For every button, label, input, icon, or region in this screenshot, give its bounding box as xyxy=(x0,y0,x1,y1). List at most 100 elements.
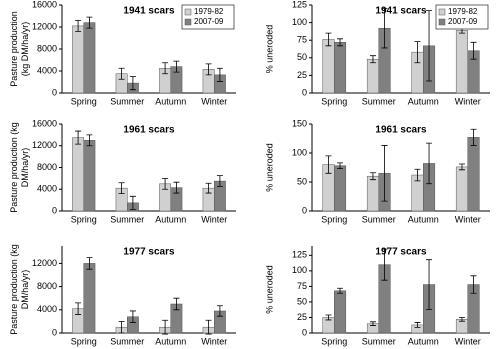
chart-panel: 0 4000 8000 12000 Spring Summer Autumn Winter 19… xyxy=(9,244,236,346)
error-bar xyxy=(337,287,344,294)
x-tick-label: Spring xyxy=(321,214,347,224)
x-tick-label: Autumn xyxy=(155,214,186,224)
y-tick-label: 125 xyxy=(292,0,307,9)
x-tick-label: Autumn xyxy=(155,96,186,106)
x-tick-label: Summer xyxy=(362,96,396,106)
chart-panel: 0 4000 8000 12000 16000 Spring Summer Autumn Win… xyxy=(9,118,236,224)
error-bar xyxy=(205,319,212,335)
y-tick-label: 50 xyxy=(297,176,307,186)
legend-label: 2007-09 xyxy=(194,17,224,26)
bar xyxy=(366,175,379,212)
legend-label: 2007-09 xyxy=(448,17,478,26)
error-bar xyxy=(414,322,421,328)
legend-swatch xyxy=(184,18,192,26)
y-tick-label: 4000 xyxy=(37,65,57,75)
chart-title: 1961 scars xyxy=(375,125,427,136)
error-bar xyxy=(118,67,125,80)
y-tick-label: 25 xyxy=(297,312,307,322)
chart-panel: 0 4000 8000 12000 16000 Spring Summer Autumn Win… xyxy=(9,0,236,106)
error-bar xyxy=(470,128,477,146)
legend-label: 1979-82 xyxy=(194,7,224,16)
error-bar xyxy=(426,142,433,185)
bar xyxy=(334,42,347,94)
error-bar xyxy=(381,145,388,202)
error-bar xyxy=(86,134,93,147)
x-tick-label: Autumn xyxy=(155,336,186,346)
chart-panel: 0 50 100 150 Spring Summer Autumn Winter 1961 sc… xyxy=(264,118,490,224)
y-tick-label: 0 xyxy=(52,205,57,215)
x-tick-label: Summer xyxy=(110,214,144,224)
y-tick-label: 150 xyxy=(292,118,307,128)
y-axis-label: Pasture production (kg xyxy=(9,244,19,335)
x-tick-label: Summer xyxy=(110,336,144,346)
y-tick-label: 75 xyxy=(297,281,307,291)
y-axis-label: (kg DM/ha/yr) xyxy=(20,22,30,77)
y-axis-label: % uneroded xyxy=(264,265,274,314)
error-bar xyxy=(426,10,433,82)
x-tick-label: Autumn xyxy=(408,336,439,346)
error-bar xyxy=(325,32,332,47)
error-bar xyxy=(216,67,223,82)
error-bar xyxy=(173,181,180,194)
error-bar xyxy=(381,248,388,281)
y-tick-label: 100 xyxy=(292,17,307,27)
y-axis-label: % uneroded xyxy=(264,25,274,74)
x-tick-label: Spring xyxy=(71,336,97,346)
error-bar xyxy=(470,41,477,60)
error-bar xyxy=(414,168,421,182)
error-bar xyxy=(205,182,212,194)
error-bar xyxy=(458,317,465,322)
x-tick-label: Spring xyxy=(71,214,97,224)
y-tick-label: 75 xyxy=(297,35,307,45)
chart-title: 1941 scars xyxy=(375,6,427,17)
y-tick-label: 8000 xyxy=(37,43,57,53)
error-bar xyxy=(381,8,388,49)
error-bar xyxy=(118,321,125,334)
chart-panel: 0 25 50 75 100 125 Spring Summer Autumn Winter 197… xyxy=(264,246,490,346)
x-tick-label: Spring xyxy=(321,336,347,346)
bar xyxy=(467,137,480,212)
error-bar xyxy=(369,321,376,326)
y-tick-label: 8000 xyxy=(37,281,57,291)
bar xyxy=(72,25,85,94)
chart-title: 1961 scars xyxy=(123,125,175,136)
x-tick-label: Autumn xyxy=(408,96,439,106)
error-bar xyxy=(129,195,136,210)
y-tick-label: 50 xyxy=(297,296,307,306)
bar xyxy=(334,290,347,334)
y-tick-label: 16000 xyxy=(32,0,57,9)
y-tick-label: 100 xyxy=(292,265,307,275)
x-tick-label: Winter xyxy=(201,336,227,346)
y-tick-label: 12000 xyxy=(32,140,57,150)
bar xyxy=(322,39,335,94)
y-tick-label: 0 xyxy=(302,87,307,97)
y-tick-label: 0 xyxy=(302,205,307,215)
y-axis-label: Pasture production (kg xyxy=(9,122,19,213)
x-tick-label: Spring xyxy=(71,96,97,106)
error-bar xyxy=(75,130,82,145)
y-axis-label: DM/ha/yr) xyxy=(20,270,30,310)
y-tick-label: 100 xyxy=(292,147,307,157)
error-bar xyxy=(162,319,169,335)
error-bar xyxy=(325,155,332,174)
x-tick-label: Winter xyxy=(201,96,227,106)
x-tick-label: Summer xyxy=(362,336,396,346)
error-bar xyxy=(86,16,93,29)
bar xyxy=(334,165,347,212)
error-bar xyxy=(173,60,180,73)
error-bar xyxy=(162,62,169,75)
y-tick-label: 25 xyxy=(297,70,307,80)
bar xyxy=(83,22,96,94)
error-bar xyxy=(118,182,125,194)
bar xyxy=(455,30,468,94)
legend-swatch xyxy=(184,8,192,16)
y-tick-label: 125 xyxy=(292,250,307,260)
y-axis-label: % uneroded xyxy=(264,143,274,192)
error-bar xyxy=(337,162,344,170)
x-tick-label: Spring xyxy=(321,96,347,106)
y-axis-label: Pasture production xyxy=(9,11,19,87)
x-tick-label: Summer xyxy=(110,96,144,106)
chart-panel: 0 25 50 75 100 125 Spring Summer Autumn Winter 194… xyxy=(264,0,490,106)
bar xyxy=(83,263,96,334)
